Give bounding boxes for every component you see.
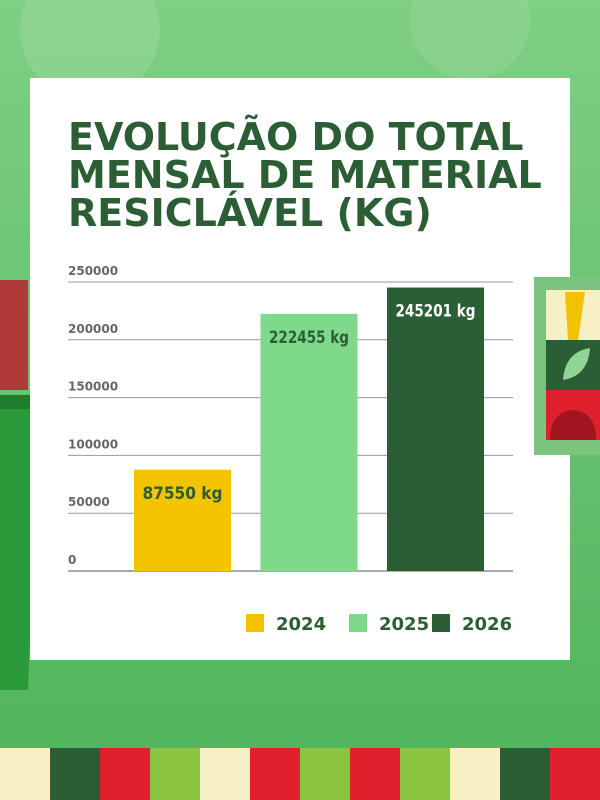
y-tick-label: 250000 xyxy=(68,264,118,278)
legend-label: 2024 xyxy=(276,614,326,635)
value-label: 245201 kg xyxy=(396,302,476,322)
side-panel xyxy=(534,277,600,455)
person xyxy=(0,280,28,390)
bar xyxy=(134,469,231,571)
legend-swatch xyxy=(349,614,367,632)
y-tick-label: 200000 xyxy=(68,322,118,336)
y-tick-label: 100000 xyxy=(68,437,118,451)
legend-label: 2026 xyxy=(462,614,512,635)
value-label: 222455 kg xyxy=(269,328,349,348)
bar xyxy=(260,313,358,571)
bin-lid xyxy=(0,395,30,409)
y-tick-label: 0 xyxy=(68,553,76,567)
y-tick-label: 50000 xyxy=(68,495,110,509)
tile-strip xyxy=(0,748,600,800)
decor xyxy=(410,0,530,80)
chart-title: EVOLUÇÃO DO TOTAL MENSAL DE MATERIAL RESIC… xyxy=(68,115,542,235)
legend-swatch xyxy=(432,614,450,632)
legend-label: 2025 xyxy=(379,614,429,635)
value-label: 87550 kg xyxy=(143,484,223,504)
decor xyxy=(20,0,160,100)
y-tick-label: 150000 xyxy=(68,380,118,394)
bar xyxy=(387,287,484,571)
legend-swatch xyxy=(246,614,264,632)
